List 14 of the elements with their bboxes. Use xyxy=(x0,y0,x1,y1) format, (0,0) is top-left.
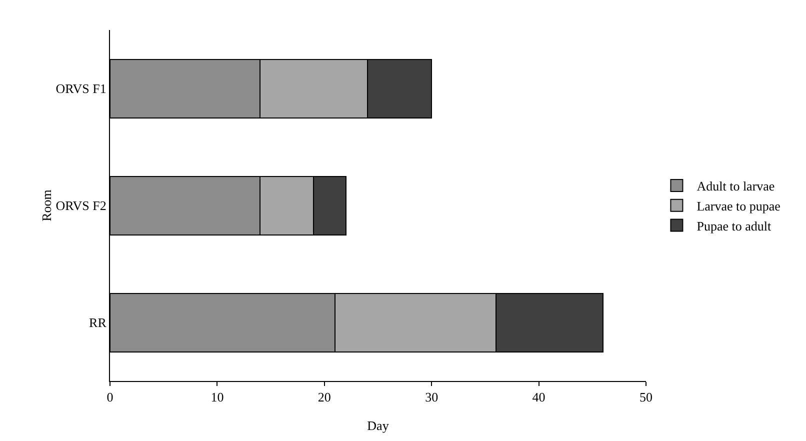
x-tick-label: 30 xyxy=(425,390,438,405)
y-tick-label: ORVS F1 xyxy=(56,81,106,96)
x-tick-label: 50 xyxy=(640,390,652,405)
x-tick-label: 10 xyxy=(210,390,224,405)
y-axis-title: Room xyxy=(38,190,54,222)
x-tick-label: 20 xyxy=(318,390,331,405)
legend-label: Adult to larvae xyxy=(696,178,775,194)
y-tick-label: ORVS F2 xyxy=(56,198,106,214)
x-tick-label: 40 xyxy=(532,390,546,405)
legend-label: Pupae to adult xyxy=(696,218,772,234)
y-tick-label: RR xyxy=(89,315,107,330)
legend-label: Larvae to pupae xyxy=(696,198,781,214)
x-axis-title: Day xyxy=(367,418,390,433)
x-tick-label: 0 xyxy=(106,390,114,405)
